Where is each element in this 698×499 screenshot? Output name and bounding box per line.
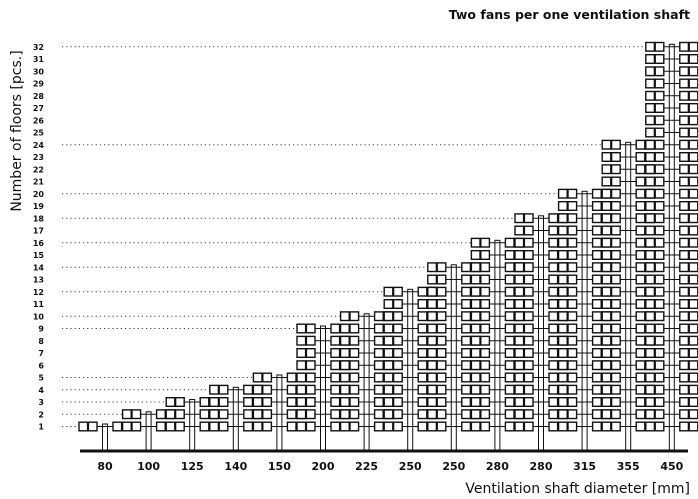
x-tick-label: 280: [486, 460, 509, 473]
y-tick-label: 20: [33, 190, 45, 199]
y-tick-label: 24: [33, 141, 45, 150]
x-axis-ticks: 80 100 125 140 150 200 225 250 250 280 280 315 355 45…: [97, 460, 683, 473]
y-tick-label: 16: [33, 239, 45, 248]
y-tick-label: 18: [33, 214, 45, 223]
y-tick-label: 4: [38, 386, 44, 395]
x-tick-label: 355: [617, 460, 640, 473]
grid-lines: [62, 46, 656, 427]
y-tick-label: 29: [33, 80, 45, 89]
y-tick-label: 8: [38, 337, 44, 346]
bars: [78, 41, 698, 451]
y-tick-label: 27: [33, 104, 44, 113]
y-tick-label: 26: [33, 116, 45, 125]
x-tick-label: 150: [268, 460, 291, 473]
y-tick-label: 32: [33, 43, 44, 52]
y-axis-label: Number of floors [pcs.]: [9, 50, 25, 211]
x-tick-label: 280: [530, 460, 553, 473]
x-tick-label: 450: [660, 460, 683, 473]
chart-title: Two fans per one ventilation shaft: [449, 7, 690, 22]
bar: [645, 41, 698, 451]
y-tick-label: 1: [38, 423, 44, 432]
y-tick-label: 30: [33, 67, 45, 76]
y-tick-label: 11: [33, 300, 45, 309]
y-tick-label: 17: [33, 227, 44, 236]
y-tick-label: 25: [33, 129, 45, 138]
y-tick-label: 12: [33, 288, 44, 297]
bar: [601, 139, 655, 451]
y-tick-label: 7: [38, 349, 44, 358]
y-tick-label: 2: [38, 410, 44, 419]
y-tick-label: 22: [33, 165, 44, 174]
y-tick-label: 21: [33, 178, 45, 187]
y-tick-label: 6: [38, 361, 44, 370]
y-tick-label: 3: [38, 398, 44, 407]
y-tick-label: 19: [33, 202, 45, 211]
x-tick-label: 140: [224, 460, 247, 473]
x-tick-label: 200: [312, 460, 335, 473]
y-tick-label: 28: [33, 92, 45, 101]
y-tick-label: 14: [33, 263, 45, 272]
x-tick-label: 315: [573, 460, 596, 473]
x-tick-label: 80: [97, 460, 113, 473]
y-tick-label: 23: [33, 153, 44, 162]
x-tick-label: 250: [442, 460, 465, 473]
x-tick-label: 250: [399, 460, 422, 473]
y-tick-label: 10: [33, 312, 45, 321]
x-tick-label: 225: [355, 460, 378, 473]
y-tick-label: 5: [38, 374, 44, 383]
y-tick-label: 9: [38, 325, 44, 334]
y-tick-label: 13: [33, 276, 44, 285]
y-tick-label: 31: [33, 55, 45, 64]
x-tick-label: 100: [137, 460, 160, 473]
x-tick-label: 125: [181, 460, 204, 473]
bar: [427, 262, 481, 451]
y-axis-ticks: 1234567891011121314151617181920212223242…: [33, 43, 45, 432]
x-axis-label: Ventilation shaft diameter [mm]: [465, 481, 690, 497]
y-tick-label: 15: [33, 251, 45, 260]
